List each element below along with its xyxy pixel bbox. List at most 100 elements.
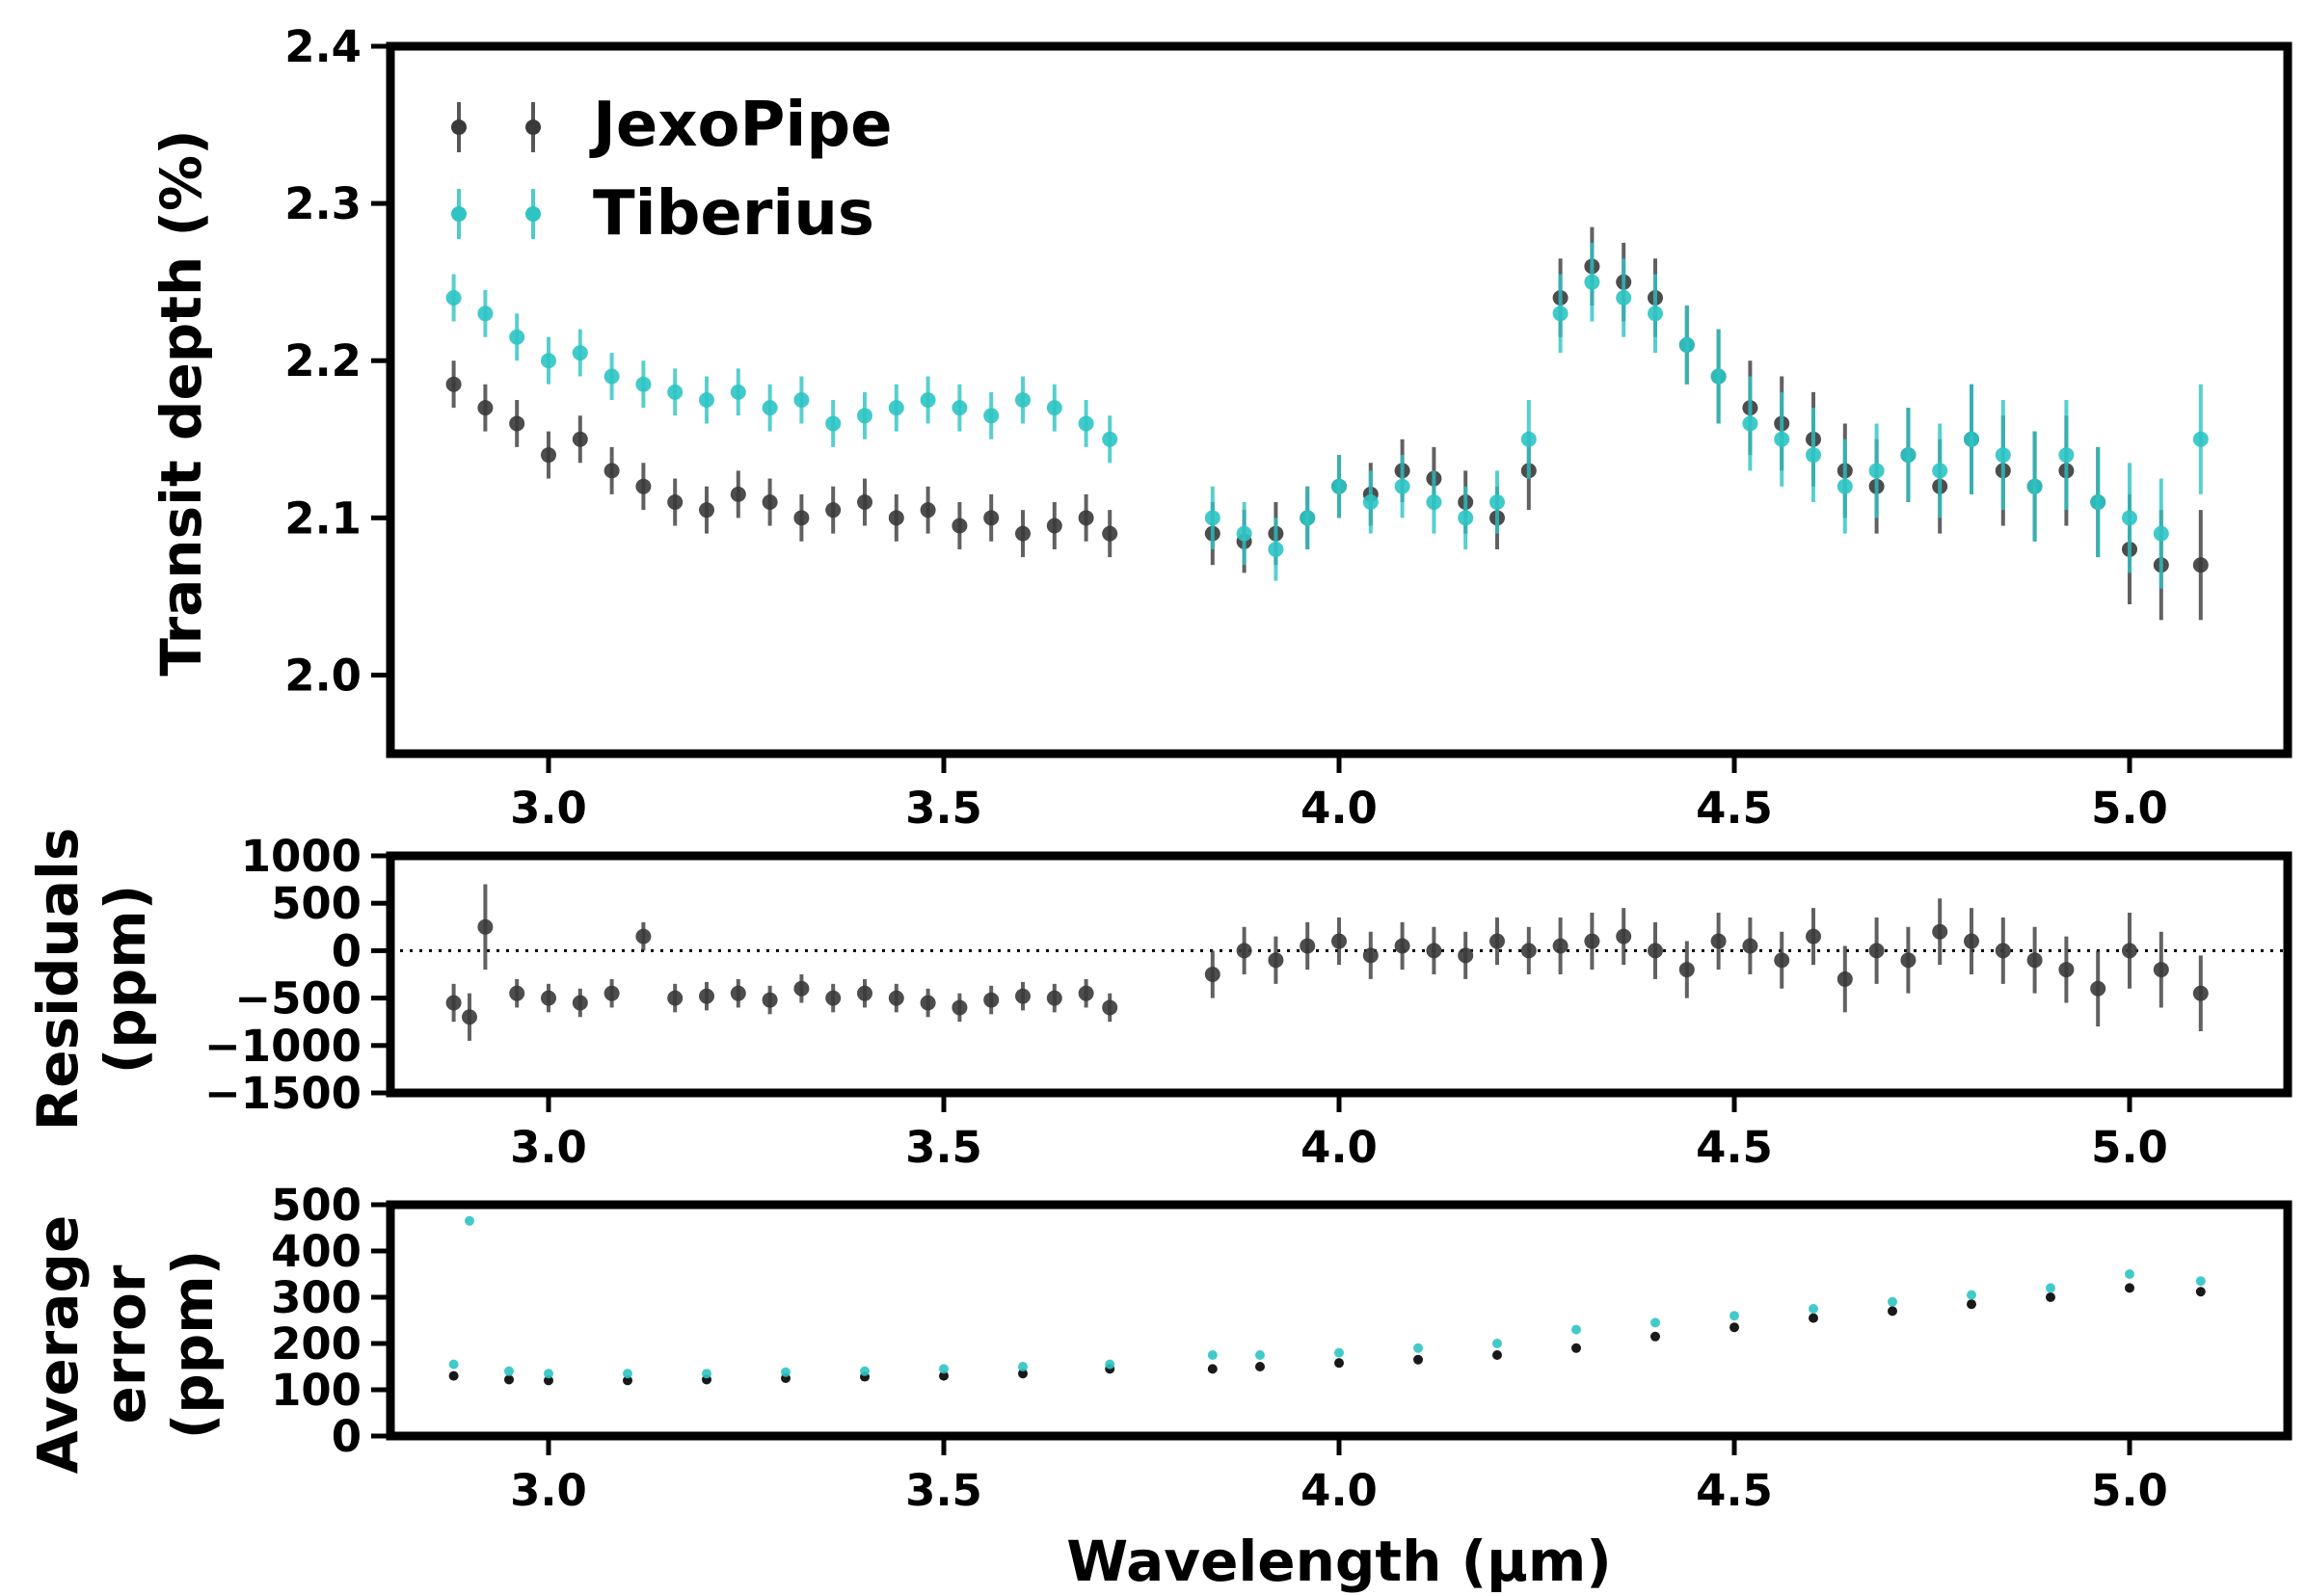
average-error-point — [1105, 1359, 1115, 1370]
residuals-point — [1458, 947, 1474, 964]
average-error-point — [623, 1369, 632, 1379]
residuals-point — [1742, 938, 1758, 954]
transit-depth-point — [1584, 274, 1600, 290]
residuals-ylabel-line1: Residuals — [25, 828, 91, 1131]
average-error-point — [2046, 1283, 2055, 1293]
residuals-point — [509, 985, 525, 1001]
transit-depth-point — [730, 486, 746, 502]
residuals-point — [1616, 928, 1632, 944]
transit-depth-ytick-label: 2.0 — [284, 650, 362, 701]
average-error-point — [1809, 1304, 1818, 1314]
average-error-point — [1018, 1369, 1028, 1379]
transit-depth-point — [1078, 510, 1094, 526]
transit-depth-point — [509, 415, 525, 432]
residuals-point — [1710, 933, 1727, 949]
transit-depth-point — [730, 384, 746, 400]
residuals-point — [825, 990, 842, 1006]
legend-label-tiberius: Tiberius — [593, 178, 874, 250]
average-error-point — [1207, 1364, 1218, 1374]
transit-depth-point — [762, 494, 778, 511]
transit-depth-point — [1995, 447, 2011, 464]
average-error-point — [1730, 1322, 1739, 1333]
residuals-point — [1394, 938, 1410, 954]
average-error-point — [2195, 1287, 2206, 1297]
transit-depth-point — [477, 400, 494, 416]
residuals-point — [1102, 999, 1118, 1016]
transit-depth-point — [477, 306, 494, 322]
average-error-ylabel-line2: error — [93, 1264, 158, 1423]
transit-depth-ytick-label: 2.2 — [284, 335, 362, 386]
transit-depth-point — [983, 408, 1000, 424]
residuals-point — [1268, 952, 1284, 969]
transit-depth-point — [572, 431, 588, 447]
transit-depth-point — [1489, 494, 1505, 511]
transit-depth-point — [2058, 447, 2075, 464]
transit-depth-point — [1520, 431, 1537, 447]
residuals-point — [699, 988, 714, 1004]
residuals-point — [888, 990, 904, 1006]
average-error-xtick-label: 5.0 — [2091, 1465, 2168, 1516]
residuals-point — [1331, 933, 1347, 949]
average-error-point — [1571, 1324, 1581, 1335]
transit-depth-point — [2153, 525, 2169, 542]
transit-depth-point — [1900, 447, 1917, 464]
average-error-point — [1255, 1350, 1265, 1360]
legend-point — [525, 206, 541, 222]
average-error-point — [1255, 1362, 1265, 1371]
residuals-point — [462, 1009, 477, 1025]
average-error-point — [1413, 1354, 1423, 1365]
residuals-point — [1868, 943, 1885, 959]
transit-depth-point — [1046, 400, 1062, 416]
transit-depth-point — [920, 392, 936, 408]
transit-depth-point — [1102, 431, 1118, 447]
average-error-xtick-label: 3.5 — [905, 1465, 982, 1516]
residuals-ytick-label: 500 — [271, 878, 362, 929]
legend-marker-jexopipe — [451, 102, 541, 152]
average-error-point — [702, 1369, 711, 1379]
average-error-point — [1809, 1313, 1818, 1323]
average-error-point — [1207, 1350, 1218, 1360]
residuals-point — [2058, 962, 2075, 978]
transit-depth-point — [1102, 525, 1118, 542]
residuals-point — [1015, 988, 1031, 1004]
residuals-point — [2122, 943, 2137, 959]
average-error-ytick-label: 0 — [332, 1411, 362, 1462]
transit-depth-point — [1552, 306, 1569, 322]
average-error-marks — [448, 1215, 2206, 1386]
residuals-ytick-label: 1000 — [241, 831, 362, 882]
average-error-point — [504, 1374, 514, 1385]
transit-depth-point — [1015, 392, 1031, 408]
average-error-point — [2125, 1283, 2134, 1293]
transit-depth-ylabel: Transit depth (%) — [148, 129, 214, 676]
residuals-point — [1236, 943, 1252, 959]
average-error-point — [504, 1366, 514, 1376]
residuals-point — [1078, 985, 1094, 1001]
transit-depth-point — [1204, 510, 1220, 526]
transit-depth-point — [572, 345, 588, 361]
transit-depth-point — [603, 463, 620, 479]
average-error-point — [1888, 1306, 1897, 1317]
residuals-point — [572, 995, 588, 1011]
residuals-point — [2090, 980, 2106, 997]
transit-depth-point — [1078, 415, 1094, 432]
legend-label-jexopipe: JexoPipe — [589, 90, 893, 161]
residuals-point — [603, 985, 620, 1001]
residuals-point — [1964, 933, 1979, 949]
transit-depth-point — [1678, 336, 1695, 353]
transit-depth-point — [2192, 557, 2209, 573]
average-error-ytick-label: 100 — [271, 1365, 362, 1416]
residuals-point — [920, 995, 936, 1011]
average-error-point — [860, 1366, 870, 1376]
residuals-ylabel-line2: (ppm) — [93, 885, 158, 1075]
average-error-ytick-label: 400 — [271, 1226, 362, 1277]
residuals-xtick-label: 3.0 — [510, 1122, 587, 1173]
average-error-point — [623, 1375, 632, 1386]
transit-depth-point — [888, 510, 904, 526]
transit-depth-point — [1236, 525, 1252, 542]
residuals-point — [445, 995, 462, 1011]
average-error-point — [1967, 1299, 1976, 1310]
residuals-point — [1900, 952, 1917, 969]
transit-depth-point — [825, 415, 842, 432]
